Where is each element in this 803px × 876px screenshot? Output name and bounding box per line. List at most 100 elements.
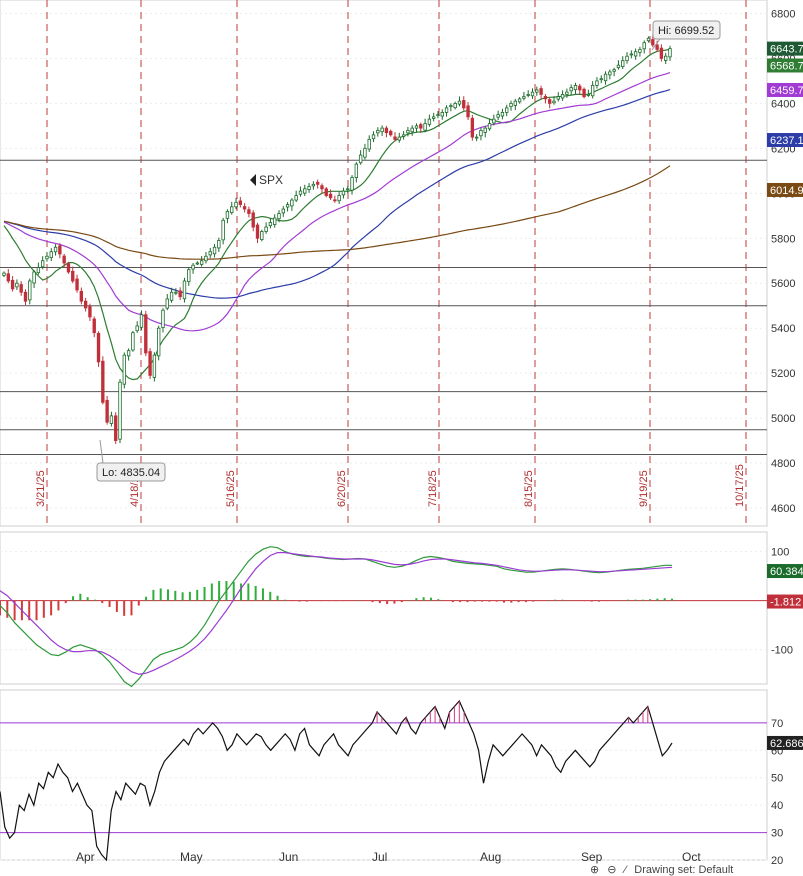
candle-body xyxy=(36,267,41,274)
candle-body xyxy=(139,314,144,328)
candle-body xyxy=(221,219,225,241)
candle-body xyxy=(590,85,595,97)
drawing-set-label[interactable]: Drawing set: Default xyxy=(634,863,734,876)
candle-body xyxy=(178,290,182,298)
candle-body xyxy=(595,80,599,86)
ma-fast-line xyxy=(3,48,671,381)
candle-body xyxy=(152,354,157,378)
candle-body xyxy=(161,309,165,328)
candle-body xyxy=(303,188,307,194)
candle-body xyxy=(530,91,535,97)
candle-body xyxy=(573,85,578,91)
candle-body xyxy=(109,415,114,424)
rsi-y-tick: 30 xyxy=(771,828,783,840)
candle-body xyxy=(281,208,285,214)
draw-line-icon[interactable]: ⁄ xyxy=(624,863,627,876)
candle-body xyxy=(376,129,380,134)
candle-body xyxy=(449,105,453,108)
candle-body xyxy=(2,272,6,276)
candle-body xyxy=(131,332,135,351)
candle-body xyxy=(273,217,277,225)
candle-body xyxy=(608,71,612,76)
candle-body xyxy=(88,306,92,318)
candle-body xyxy=(264,226,268,232)
candle-body xyxy=(397,136,401,141)
price-y-tick: 5400 xyxy=(771,323,795,335)
date-label: 7/18/25 xyxy=(427,470,439,507)
candle-body xyxy=(199,260,204,265)
macd-value-tag-label: 60.384 xyxy=(770,566,803,578)
spx-marker-icon xyxy=(250,174,256,186)
lo-callout-label: Lo: 4835.04 xyxy=(102,467,160,479)
candle-body xyxy=(251,212,255,228)
lo-callout-pointer xyxy=(99,439,104,464)
rsi-panel-frame xyxy=(0,689,768,861)
candle-body xyxy=(629,53,634,56)
month-axis-label: Jul xyxy=(372,850,387,864)
candle-body xyxy=(380,127,384,133)
candle-body xyxy=(440,111,444,117)
candle-body xyxy=(522,96,526,99)
candle-body xyxy=(118,381,122,440)
candle-body xyxy=(182,280,187,300)
price-tag-label: 6568.7 xyxy=(770,60,803,72)
hi-callout-label: Hi: 6699.52 xyxy=(658,25,714,37)
candle-body xyxy=(419,124,423,129)
rsi-line xyxy=(0,699,673,862)
date-label: 9/19/25 xyxy=(638,470,650,507)
candle-body xyxy=(513,100,517,106)
candle-body xyxy=(470,117,475,138)
candle-body xyxy=(92,318,96,334)
candle-body xyxy=(157,327,161,357)
price-tag-label: 6459.7 xyxy=(770,85,803,97)
candle-body xyxy=(427,118,432,125)
candle-body xyxy=(436,114,440,117)
zoom-in-icon[interactable]: ⊕ xyxy=(590,864,600,876)
candle-body xyxy=(560,94,565,99)
candle-body xyxy=(66,263,71,273)
candle-body xyxy=(311,183,316,187)
rsi-y-tick: 40 xyxy=(771,800,783,812)
macd-value-tag-label: -1.812 xyxy=(770,597,801,609)
candle-body xyxy=(122,354,126,385)
candle-body xyxy=(333,199,337,202)
month-axis-label: Jun xyxy=(279,850,298,864)
candle-body xyxy=(354,163,359,178)
candle-body xyxy=(664,55,668,61)
drawing-toolbar: ⊕ ⊖ ⁄ Drawing set: Default xyxy=(590,863,803,876)
candle-body xyxy=(556,96,560,100)
candle-body xyxy=(479,129,483,137)
price-tag-box xyxy=(767,41,803,56)
candle-body xyxy=(40,260,45,268)
candle-body xyxy=(298,190,303,195)
candle-body xyxy=(457,100,462,105)
rsi-overbought-highlight xyxy=(376,701,649,723)
candle-body xyxy=(247,209,251,214)
macd-panel-frame xyxy=(0,531,768,685)
date-label: 6/20/25 xyxy=(336,470,348,507)
rsi-y-tick: 70 xyxy=(771,718,783,730)
price-tag-label: 6237.1 xyxy=(770,135,803,147)
candle-body xyxy=(565,91,569,95)
candle-body xyxy=(277,213,281,220)
symbol-label: SPX xyxy=(259,173,283,187)
candle-body xyxy=(307,186,311,190)
candle-body xyxy=(646,37,651,42)
price-y-tick: 4800 xyxy=(771,458,795,470)
candle-body xyxy=(62,255,66,264)
candle-body xyxy=(58,245,62,255)
candle-body xyxy=(393,136,397,140)
price-y-tick: 6400 xyxy=(771,98,795,110)
ma-long-line xyxy=(3,165,671,260)
candle-body xyxy=(101,360,105,403)
price-y-tick: 5800 xyxy=(771,233,795,245)
candle-body xyxy=(423,123,427,131)
candle-body xyxy=(165,298,169,309)
zoom-out-icon[interactable]: ⊖ xyxy=(607,864,617,876)
price-y-tick: 5200 xyxy=(771,368,795,380)
candle-body xyxy=(462,100,466,109)
candle-body xyxy=(509,103,513,107)
candle-body xyxy=(401,134,406,137)
candle-body xyxy=(371,134,376,140)
